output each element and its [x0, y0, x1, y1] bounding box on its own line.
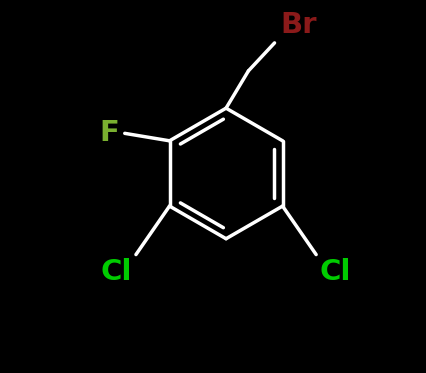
Text: F: F [99, 119, 119, 147]
Text: Cl: Cl [320, 258, 351, 286]
Text: Br: Br [280, 11, 317, 39]
Text: Cl: Cl [101, 258, 132, 286]
